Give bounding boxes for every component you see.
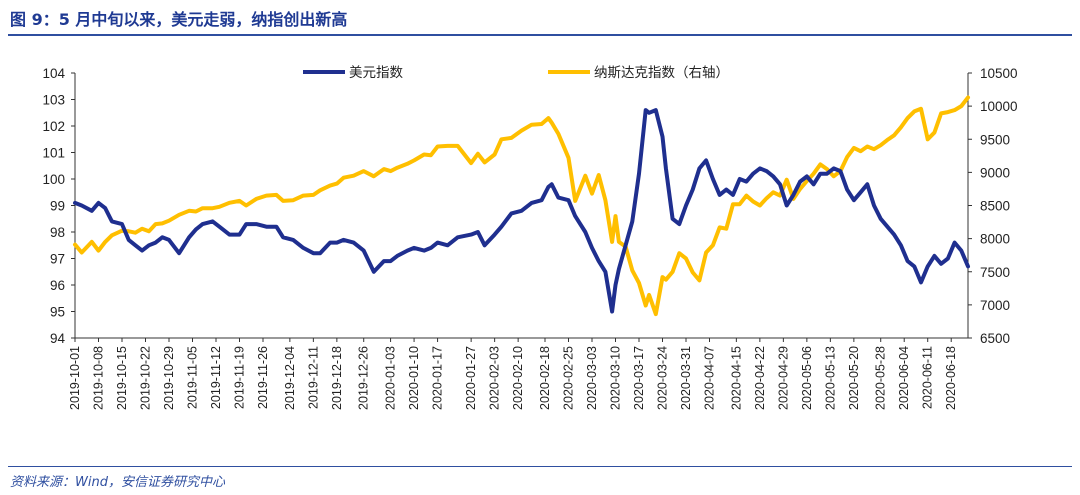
left-tick-label: 104 bbox=[42, 66, 65, 81]
left-tick-label: 102 bbox=[42, 119, 65, 134]
x-tick-label: 2020-04-15 bbox=[729, 346, 743, 410]
figure-title: 图 9：5 月中旬以来，美元走弱，纳指创出新高 bbox=[10, 10, 348, 29]
chart-axes: 94 95 96 97 98 99 100 101 102 103 104 6500 7000 7500 8… bbox=[42, 66, 1017, 410]
x-tick-label: 2019-12-26 bbox=[357, 346, 371, 410]
legend-label: 纳斯达克指数（右轴） bbox=[594, 65, 729, 80]
x-tick-label: 2019-11-19 bbox=[233, 346, 247, 409]
series-line-nasdaq bbox=[73, 95, 970, 317]
x-tick-label: 2020-03-31 bbox=[679, 346, 693, 410]
right-tick-label: 9000 bbox=[980, 165, 1010, 180]
left-tick-label: 95 bbox=[50, 305, 65, 320]
x-tick-label: 2020-04-29 bbox=[776, 346, 790, 410]
right-tick-label: 8000 bbox=[980, 232, 1010, 247]
x-tick-label: 2020-02-18 bbox=[538, 346, 552, 410]
series-line-dollar-index bbox=[73, 108, 970, 314]
x-tick-label: 2019-11-05 bbox=[186, 346, 200, 409]
x-tick-label: 2019-10-01 bbox=[68, 346, 82, 410]
left-tick-label: 103 bbox=[42, 93, 65, 108]
x-tick-label: 2020-02-25 bbox=[562, 346, 576, 410]
x-tick-label: 2020-03-03 bbox=[585, 346, 599, 410]
right-tick-label: 7000 bbox=[980, 298, 1010, 313]
x-tick-label: 2020-05-20 bbox=[847, 346, 861, 410]
x-tick-label: 2019-10-22 bbox=[139, 346, 153, 410]
x-tick-label: 2020-03-17 bbox=[632, 346, 646, 410]
right-tick-label: 9500 bbox=[980, 132, 1010, 147]
right-tick-label: 6500 bbox=[980, 331, 1010, 346]
series-layer bbox=[73, 95, 970, 317]
x-tick-label: 2019-11-26 bbox=[256, 346, 270, 409]
x-tick-label: 2020-03-24 bbox=[656, 346, 670, 410]
right-tick-label: 7500 bbox=[980, 265, 1010, 280]
x-tick-label: 2019-12-04 bbox=[283, 346, 297, 410]
source-rule bbox=[8, 466, 1072, 467]
x-tick-label: 2020-03-10 bbox=[609, 346, 623, 410]
x-tick-label: 2019-12-11 bbox=[306, 346, 320, 409]
left-tick-label: 98 bbox=[50, 225, 65, 240]
x-tick-label: 2020-01-27 bbox=[464, 346, 478, 410]
x-tick-label: 2020-04-07 bbox=[703, 346, 717, 410]
x-tick-label: 2019-10-08 bbox=[92, 346, 106, 410]
right-tick-label: 10500 bbox=[980, 66, 1018, 81]
x-tick-label: 2020-05-28 bbox=[874, 346, 888, 410]
chart-legend: 美元指数 纳斯达克指数（右轴） bbox=[303, 65, 729, 80]
x-tick-label: 2020-04-22 bbox=[753, 346, 767, 410]
source-note: 资料来源：Wind，安信证券研究中心 bbox=[10, 475, 225, 490]
left-tick-label: 101 bbox=[42, 146, 65, 161]
x-tick-label: 2019-10-15 bbox=[115, 346, 129, 410]
x-tick-label: 2020-01-10 bbox=[407, 346, 421, 410]
legend-label: 美元指数 bbox=[349, 65, 403, 80]
x-tick-label: 2020-01-17 bbox=[431, 346, 445, 410]
x-tick-label: 2020-06-11 bbox=[921, 346, 935, 409]
title-rule bbox=[8, 34, 1072, 36]
x-tick-label: 2019-10-29 bbox=[162, 346, 176, 410]
x-tick-label: 2020-06-04 bbox=[897, 346, 911, 410]
left-tick-label: 99 bbox=[50, 199, 65, 214]
x-tick-label: 2020-05-13 bbox=[823, 346, 837, 410]
left-tick-label: 96 bbox=[50, 278, 65, 293]
x-tick-label: 2020-01-03 bbox=[384, 346, 398, 410]
left-tick-label: 100 bbox=[42, 172, 65, 187]
left-tick-label: 97 bbox=[50, 252, 65, 267]
right-tick-label: 10000 bbox=[980, 99, 1018, 114]
x-tick-label: 2020-02-10 bbox=[511, 346, 525, 410]
x-tick-label: 2020-02-03 bbox=[488, 346, 502, 410]
x-tick-label: 2020-05-06 bbox=[800, 346, 814, 410]
x-tick-label: 2020-06-18 bbox=[944, 346, 958, 410]
left-tick-label: 94 bbox=[50, 331, 66, 346]
x-tick-label: 2019-11-12 bbox=[209, 346, 223, 409]
x-tick-label: 2019-12-18 bbox=[330, 346, 344, 410]
right-tick-label: 8500 bbox=[980, 199, 1010, 214]
